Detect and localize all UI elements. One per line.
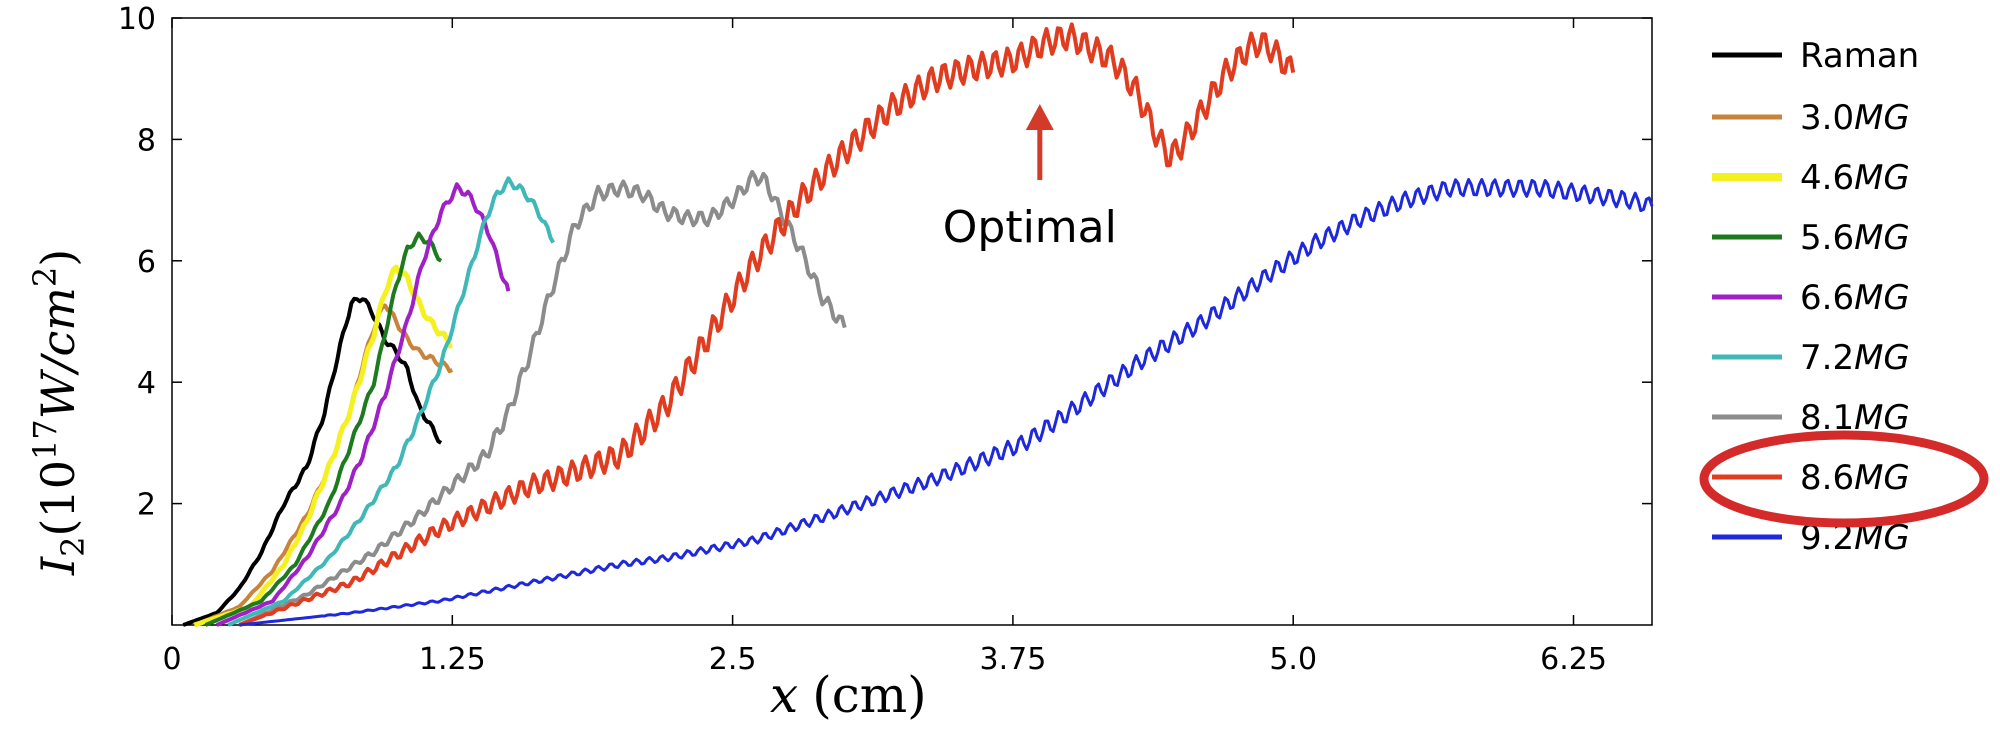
annotation: Optimal (943, 104, 1117, 253)
legend-label: 3.0MG (1800, 98, 1910, 138)
legend-label-value: 8.6 (1800, 458, 1854, 498)
legend-label-unit: MG (1854, 158, 1910, 198)
x-tick-label: 3.75 (980, 642, 1047, 677)
optimal-annotation-label: Optimal (943, 202, 1117, 253)
legend-label: 8.6MG (1800, 458, 1910, 498)
y-axis-label-unit: W/cm (31, 287, 85, 419)
axis-labels: x (cm) I2(1017W/cm2) (26, 249, 927, 724)
optimal-arrow-head (1025, 104, 1054, 130)
x-tick-label: 2.5 (709, 642, 757, 677)
x-axis: 0 1.25 2.5 3.75 5.0 6.25 (162, 18, 1607, 677)
legend-label: 6.6MG (1800, 278, 1910, 318)
x-tick-label: 6.25 (1540, 642, 1607, 677)
series-line-7-2mg (227, 176, 555, 627)
y-axis-label-sub: 2 (54, 536, 92, 556)
series-layer (182, 22, 1654, 628)
series-line-9-2mg (239, 178, 1654, 627)
legend-label: Raman (1800, 36, 1919, 76)
y-tick-label: 6 (137, 245, 156, 280)
series-line-5-6mg (204, 231, 443, 627)
legend-label-value: 5.6 (1800, 218, 1854, 258)
x-tick-label: 5.0 (1269, 642, 1317, 677)
y-axis: 2 4 6 8 10 (118, 2, 1652, 523)
legend-label: 5.6MG (1800, 218, 1910, 258)
legend-label-value: 7.2 (1800, 338, 1854, 378)
legend-label-value: 6.6 (1800, 278, 1854, 318)
x-axis-label-unit: (cm) (812, 666, 926, 724)
series-line-6-6mg (215, 182, 511, 627)
x-tick-label: 0 (162, 642, 181, 677)
highlight-ellipse (1699, 430, 1989, 528)
legend-label: 4.6MG (1800, 158, 1910, 198)
legend-label-unit: MG (1854, 218, 1910, 258)
y-tick-label: 8 (137, 123, 156, 158)
y-axis-label: I2(1017W/cm2) (26, 249, 92, 576)
legend-label: 7.2MG (1800, 338, 1910, 378)
y-tick-label: 2 (137, 488, 156, 523)
legend-label-value: 3.0 (1800, 98, 1854, 138)
legend-label-unit: MG (1854, 278, 1910, 318)
legend-label-unit: MG (1854, 98, 1910, 138)
legend-label-unit: MG (1854, 458, 1910, 498)
y-axis-label-paren: (10 (31, 460, 85, 536)
x-axis-label-var: x (770, 666, 798, 724)
y-tick-label: 10 (118, 2, 156, 37)
legend-label-unit: MG (1854, 338, 1910, 378)
y-axis-label-close: ) (31, 249, 85, 267)
y-axis-label-exp: 17 (26, 419, 64, 460)
plot-frame (171, 17, 1653, 626)
x-tick-label: 1.25 (419, 642, 486, 677)
series-line-8-1mg (238, 169, 847, 627)
plot-area (171, 17, 1653, 626)
y-axis-label-exp2: 2 (26, 267, 64, 287)
legend: Raman3.0MG4.6MG5.6MG6.6MG7.2MG8.1MG8.6MG… (1699, 36, 1989, 558)
x-axis-label: x (cm) (770, 666, 927, 724)
legend-label-value: Raman (1800, 36, 1919, 76)
y-axis-label-var: I (31, 556, 85, 576)
y-tick-label: 4 (137, 366, 156, 401)
series-line-8-6mg (238, 22, 1296, 627)
legend-label-value: 4.6 (1800, 158, 1854, 198)
